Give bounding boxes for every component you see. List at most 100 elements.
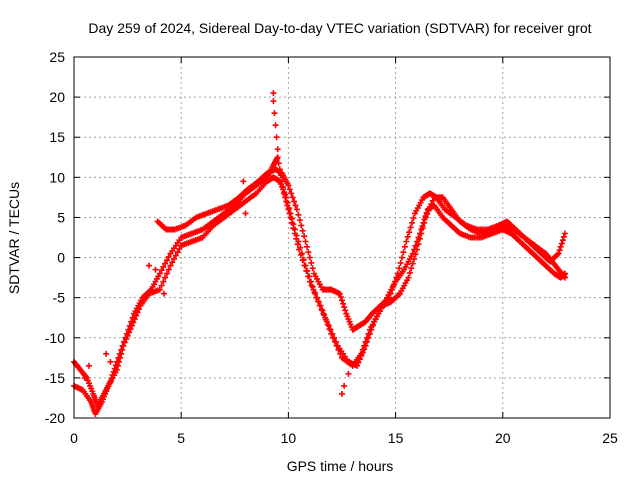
data-point	[283, 194, 290, 201]
data-point	[171, 255, 178, 262]
data-point	[426, 204, 433, 211]
grid-lines	[74, 57, 610, 418]
data-point	[339, 390, 345, 397]
data-point	[270, 90, 277, 97]
data-point	[302, 262, 309, 269]
data-point	[316, 302, 323, 309]
data-point	[274, 154, 281, 161]
data-point	[174, 249, 181, 256]
data-point	[313, 294, 320, 301]
y-tick-label: 0	[57, 250, 65, 266]
x-axis-title: GPS time / hours	[287, 458, 394, 474]
data-point	[291, 226, 298, 233]
data-point	[272, 122, 279, 129]
data-point	[284, 199, 291, 206]
y-tick-label: 5	[57, 209, 65, 225]
data-point	[136, 306, 143, 313]
data-point	[361, 346, 368, 353]
data-point	[403, 238, 410, 245]
plot-frame	[73, 56, 611, 419]
data-point	[399, 254, 406, 261]
data-point	[337, 293, 344, 300]
data-point	[341, 304, 348, 311]
data-points	[71, 90, 568, 417]
data-point	[311, 289, 318, 296]
data-point	[124, 332, 131, 339]
series-spikes	[81, 90, 352, 397]
data-point	[407, 224, 414, 231]
data-point	[113, 366, 120, 373]
data-point	[103, 350, 110, 357]
data-point	[120, 342, 127, 349]
data-point	[169, 259, 176, 266]
data-point	[358, 352, 365, 359]
data-point	[559, 237, 566, 244]
data-point	[86, 362, 93, 369]
data-point	[297, 244, 304, 251]
data-point	[318, 306, 325, 313]
data-point	[560, 233, 567, 240]
data-point	[163, 257, 170, 264]
data-point	[408, 265, 415, 272]
data-point	[425, 207, 432, 214]
data-point	[295, 211, 302, 218]
data-point	[146, 262, 153, 269]
data-point	[389, 286, 396, 293]
data-point	[289, 194, 296, 201]
data-point	[405, 274, 412, 281]
data-point	[293, 206, 300, 213]
data-point	[555, 250, 562, 257]
data-point	[287, 210, 294, 217]
data-point	[114, 362, 121, 369]
data-point	[156, 286, 163, 293]
data-point	[416, 235, 423, 242]
data-point	[368, 326, 375, 333]
data-point	[158, 282, 165, 289]
data-point	[315, 298, 322, 305]
data-point	[123, 336, 130, 343]
data-point	[320, 310, 327, 317]
data-point	[165, 253, 172, 260]
data-point	[421, 219, 428, 226]
data-point	[288, 190, 295, 197]
data-point	[327, 326, 334, 333]
data-point	[131, 316, 138, 323]
data-point	[275, 160, 282, 167]
data-point	[414, 246, 421, 253]
data-point	[418, 230, 425, 237]
data-point	[163, 270, 170, 277]
x-tick-label: 25	[602, 430, 618, 446]
data-point	[397, 259, 404, 266]
data-point	[336, 290, 343, 297]
data-point	[556, 247, 563, 254]
data-point	[393, 274, 400, 281]
data-point	[561, 274, 568, 281]
data-point	[291, 198, 298, 205]
y-tick-label: -20	[45, 410, 65, 426]
data-point	[364, 338, 371, 345]
data-point	[302, 238, 309, 245]
data-point	[429, 197, 436, 204]
data-point	[340, 300, 347, 307]
data-point	[396, 265, 403, 272]
data-point	[119, 346, 126, 353]
data-point	[415, 241, 422, 248]
data-point	[356, 356, 363, 363]
data-point	[329, 330, 336, 337]
data-point	[331, 334, 338, 341]
data-point	[424, 211, 431, 218]
data-point	[366, 330, 373, 337]
data-point	[308, 259, 315, 266]
series-track-b	[71, 174, 568, 417]
x-tick-label: 10	[281, 430, 297, 446]
series-track-c	[154, 166, 568, 333]
data-point	[359, 349, 366, 356]
data-point	[419, 225, 426, 232]
y-tick-label: -5	[53, 290, 66, 306]
y-tick-label: 15	[49, 129, 65, 145]
y-tick-label: 20	[49, 89, 65, 105]
data-point	[270, 98, 277, 105]
x-tick-label: 0	[70, 430, 78, 446]
data-point	[286, 186, 293, 193]
